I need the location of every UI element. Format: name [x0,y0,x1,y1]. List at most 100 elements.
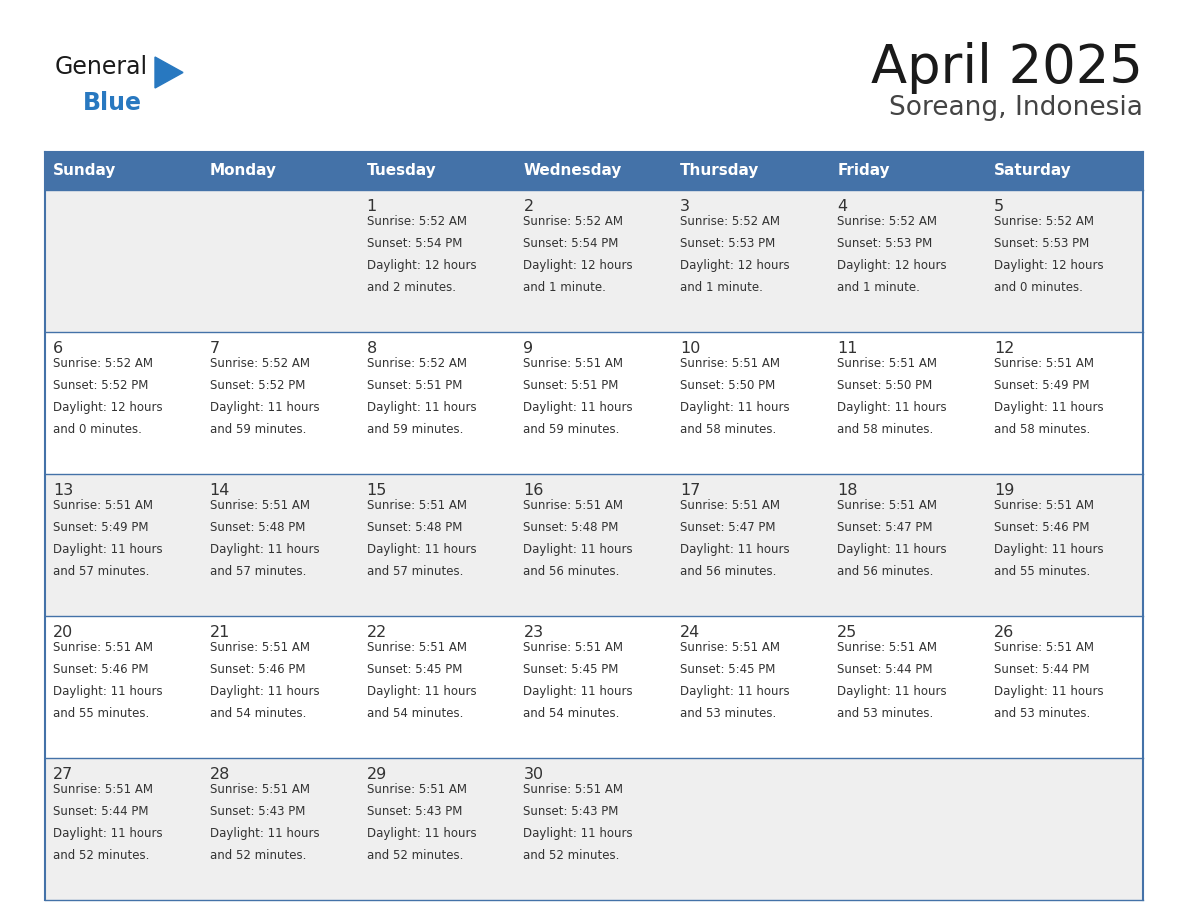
Text: and 55 minutes.: and 55 minutes. [994,565,1091,577]
Text: Sunrise: 5:51 AM: Sunrise: 5:51 AM [52,641,153,654]
Text: 6: 6 [52,341,63,355]
Text: Sunrise: 5:52 AM: Sunrise: 5:52 AM [524,215,624,228]
Text: and 1 minute.: and 1 minute. [524,281,606,294]
Text: Blue: Blue [83,91,143,115]
Text: Daylight: 11 hours: Daylight: 11 hours [52,685,163,698]
Text: Daylight: 11 hours: Daylight: 11 hours [994,685,1104,698]
Bar [202,152,359,190]
Text: Sunset: 5:49 PM: Sunset: 5:49 PM [52,521,148,533]
Text: Sunrise: 5:52 AM: Sunrise: 5:52 AM [994,215,1094,228]
Text: Sunrise: 5:51 AM: Sunrise: 5:51 AM [367,498,467,511]
Text: and 58 minutes.: and 58 minutes. [994,422,1091,436]
Bar [359,152,516,190]
Text: Sunrise: 5:51 AM: Sunrise: 5:51 AM [838,641,937,654]
Text: Sunset: 5:43 PM: Sunset: 5:43 PM [367,804,462,818]
Text: and 52 minutes.: and 52 minutes. [524,848,620,862]
Text: Sunset: 5:50 PM: Sunset: 5:50 PM [681,378,776,392]
Text: Thursday: Thursday [681,163,759,178]
Bar [45,332,1143,474]
Bar [45,616,1143,758]
Text: 23: 23 [524,624,544,640]
Text: Sunrise: 5:51 AM: Sunrise: 5:51 AM [524,356,624,370]
Text: 17: 17 [681,483,701,498]
Bar [516,152,672,190]
Text: and 53 minutes.: and 53 minutes. [994,707,1091,720]
Text: Sunrise: 5:51 AM: Sunrise: 5:51 AM [367,782,467,796]
Text: and 59 minutes.: and 59 minutes. [367,422,463,436]
Text: Sunset: 5:47 PM: Sunset: 5:47 PM [681,521,776,533]
Text: 4: 4 [838,198,847,214]
Text: 28: 28 [210,767,230,781]
Text: Sunrise: 5:51 AM: Sunrise: 5:51 AM [52,498,153,511]
Text: 25: 25 [838,624,858,640]
Text: Sunset: 5:54 PM: Sunset: 5:54 PM [524,237,619,250]
Text: Daylight: 11 hours: Daylight: 11 hours [210,826,320,840]
Text: Sunset: 5:46 PM: Sunset: 5:46 PM [210,663,305,676]
Text: Daylight: 11 hours: Daylight: 11 hours [994,400,1104,414]
Text: Sunrise: 5:51 AM: Sunrise: 5:51 AM [681,498,781,511]
Text: Daylight: 11 hours: Daylight: 11 hours [52,543,163,555]
Text: Sunrise: 5:51 AM: Sunrise: 5:51 AM [681,641,781,654]
Text: Daylight: 11 hours: Daylight: 11 hours [838,400,947,414]
Text: Daylight: 12 hours: Daylight: 12 hours [367,259,476,272]
Text: 26: 26 [994,624,1015,640]
Text: Sunset: 5:44 PM: Sunset: 5:44 PM [52,804,148,818]
Text: Sunrise: 5:51 AM: Sunrise: 5:51 AM [838,498,937,511]
Text: and 56 minutes.: and 56 minutes. [524,565,620,577]
Text: Sunrise: 5:52 AM: Sunrise: 5:52 AM [210,356,310,370]
Text: Daylight: 11 hours: Daylight: 11 hours [367,685,476,698]
Text: Monday: Monday [210,163,277,178]
Text: Sunset: 5:48 PM: Sunset: 5:48 PM [367,521,462,533]
Text: Sunset: 5:43 PM: Sunset: 5:43 PM [524,804,619,818]
Bar [45,758,1143,900]
Text: Sunrise: 5:51 AM: Sunrise: 5:51 AM [994,641,1094,654]
Text: and 58 minutes.: and 58 minutes. [681,422,777,436]
Text: and 57 minutes.: and 57 minutes. [52,565,150,577]
Text: Soreang, Indonesia: Soreang, Indonesia [889,95,1143,121]
Polygon shape [154,57,183,88]
Text: Sunset: 5:52 PM: Sunset: 5:52 PM [210,378,305,392]
Text: Sunset: 5:51 PM: Sunset: 5:51 PM [367,378,462,392]
Text: Sunset: 5:44 PM: Sunset: 5:44 PM [994,663,1089,676]
Text: and 53 minutes.: and 53 minutes. [681,707,777,720]
Text: and 52 minutes.: and 52 minutes. [52,848,150,862]
Text: Daylight: 12 hours: Daylight: 12 hours [681,259,790,272]
Text: 15: 15 [367,483,387,498]
Text: Daylight: 11 hours: Daylight: 11 hours [524,543,633,555]
Text: and 53 minutes.: and 53 minutes. [838,707,934,720]
Text: and 52 minutes.: and 52 minutes. [210,848,307,862]
Text: and 59 minutes.: and 59 minutes. [210,422,307,436]
Text: Sunrise: 5:52 AM: Sunrise: 5:52 AM [681,215,781,228]
Text: Sunset: 5:45 PM: Sunset: 5:45 PM [524,663,619,676]
Text: Sunrise: 5:52 AM: Sunrise: 5:52 AM [838,215,937,228]
Text: 3: 3 [681,198,690,214]
Text: Sunset: 5:49 PM: Sunset: 5:49 PM [994,378,1089,392]
Text: Sunrise: 5:51 AM: Sunrise: 5:51 AM [994,356,1094,370]
Text: Daylight: 11 hours: Daylight: 11 hours [367,400,476,414]
Text: Sunrise: 5:51 AM: Sunrise: 5:51 AM [994,498,1094,511]
Text: Daylight: 11 hours: Daylight: 11 hours [681,685,790,698]
Text: Daylight: 11 hours: Daylight: 11 hours [367,543,476,555]
Text: 18: 18 [838,483,858,498]
Text: Daylight: 12 hours: Daylight: 12 hours [838,259,947,272]
Text: Sunset: 5:50 PM: Sunset: 5:50 PM [838,378,933,392]
Text: Friday: Friday [838,163,890,178]
Text: Sunrise: 5:51 AM: Sunrise: 5:51 AM [681,356,781,370]
Text: and 0 minutes.: and 0 minutes. [994,281,1082,294]
Text: Daylight: 11 hours: Daylight: 11 hours [210,543,320,555]
Text: and 54 minutes.: and 54 minutes. [210,707,307,720]
Text: Sunrise: 5:52 AM: Sunrise: 5:52 AM [367,215,467,228]
Bar [45,152,202,190]
Text: 19: 19 [994,483,1015,498]
Text: Sunrise: 5:51 AM: Sunrise: 5:51 AM [524,498,624,511]
Text: Sunset: 5:45 PM: Sunset: 5:45 PM [681,663,776,676]
Text: 24: 24 [681,624,701,640]
Text: Daylight: 11 hours: Daylight: 11 hours [838,543,947,555]
Text: and 59 minutes.: and 59 minutes. [524,422,620,436]
Text: Sunset: 5:48 PM: Sunset: 5:48 PM [210,521,305,533]
Text: Sunrise: 5:52 AM: Sunrise: 5:52 AM [367,356,467,370]
Text: Daylight: 11 hours: Daylight: 11 hours [524,400,633,414]
Text: Daylight: 11 hours: Daylight: 11 hours [681,543,790,555]
Text: Daylight: 12 hours: Daylight: 12 hours [52,400,163,414]
Text: and 54 minutes.: and 54 minutes. [367,707,463,720]
